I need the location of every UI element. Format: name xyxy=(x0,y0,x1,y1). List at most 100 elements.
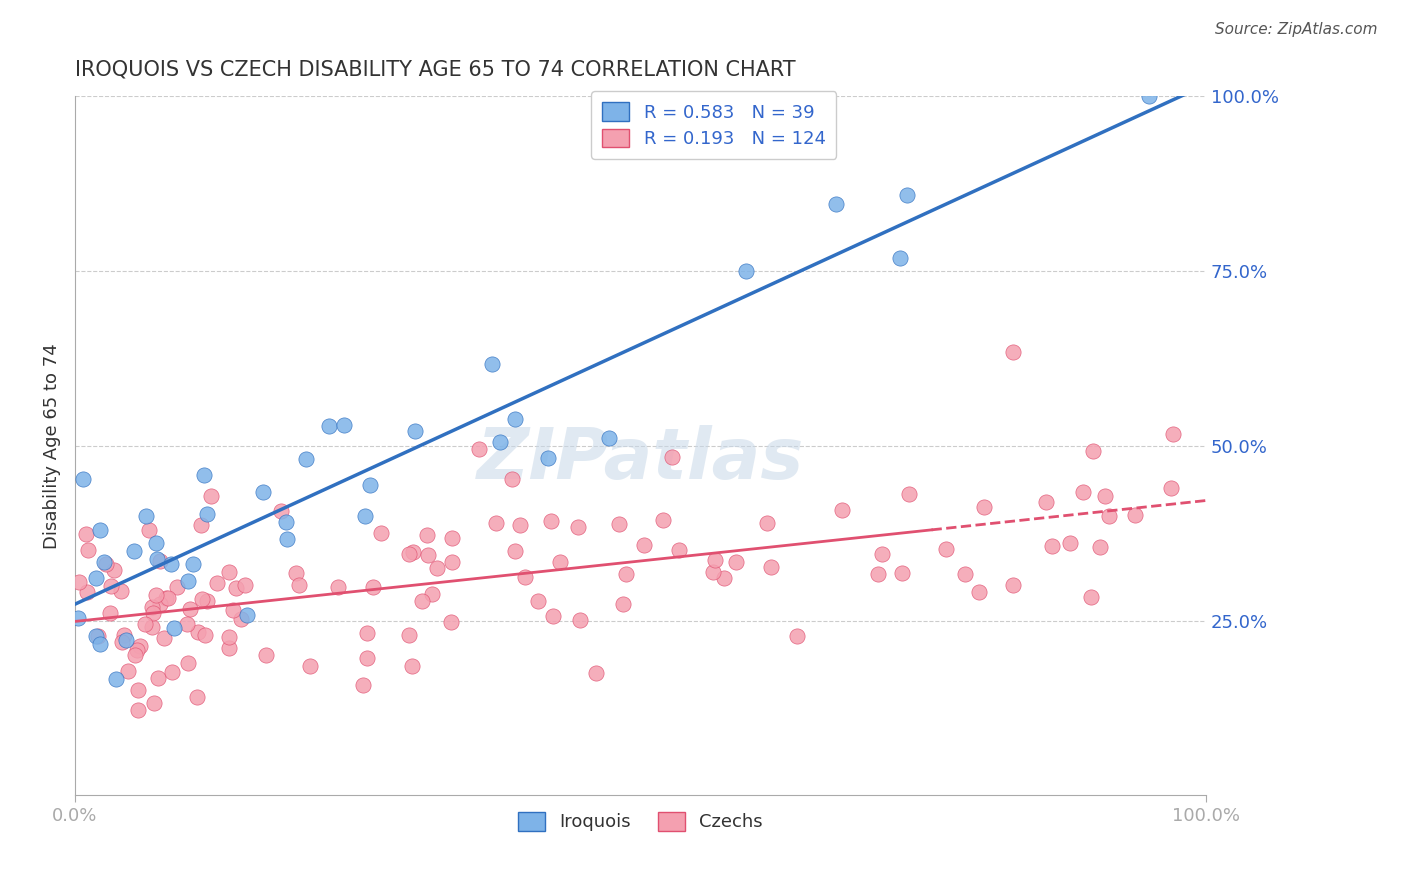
Point xyxy=(103,563,125,577)
Point xyxy=(1125,508,1147,523)
Point xyxy=(135,508,157,523)
Point xyxy=(891,566,914,580)
Point xyxy=(569,613,592,627)
Point xyxy=(1160,481,1182,495)
Point xyxy=(831,503,853,517)
Point xyxy=(969,585,991,599)
Point xyxy=(114,632,136,647)
Point xyxy=(1098,509,1121,524)
Point xyxy=(540,514,562,528)
Point xyxy=(222,603,245,617)
Point xyxy=(194,627,217,641)
Point xyxy=(702,566,724,580)
Y-axis label: Disability Age 65 to 74: Disability Age 65 to 74 xyxy=(44,343,60,549)
Point xyxy=(89,523,111,537)
Point xyxy=(411,594,433,608)
Point xyxy=(1059,536,1081,550)
Point xyxy=(143,696,166,710)
Point xyxy=(652,513,675,527)
Point xyxy=(898,486,921,500)
Point xyxy=(160,665,183,680)
Point xyxy=(661,450,683,464)
Point xyxy=(567,520,589,534)
Point xyxy=(157,591,180,606)
Point xyxy=(193,467,215,482)
Point xyxy=(181,558,204,572)
Point xyxy=(295,451,318,466)
Text: ZIPatlas: ZIPatlas xyxy=(477,425,804,494)
Point xyxy=(870,547,893,561)
Point xyxy=(370,525,392,540)
Point xyxy=(416,549,439,563)
Point xyxy=(187,624,209,639)
Point xyxy=(218,640,240,655)
Point xyxy=(218,566,240,580)
Point xyxy=(485,516,508,530)
Point xyxy=(973,500,995,515)
Point xyxy=(276,532,298,546)
Point xyxy=(252,485,274,500)
Point xyxy=(84,629,107,643)
Point xyxy=(607,516,630,531)
Point xyxy=(1071,485,1094,500)
Point xyxy=(299,659,322,673)
Point xyxy=(935,542,957,557)
Point xyxy=(200,489,222,503)
Point xyxy=(142,606,165,620)
Point xyxy=(633,538,655,552)
Point xyxy=(94,558,117,572)
Point xyxy=(704,553,727,567)
Point xyxy=(503,544,526,558)
Point xyxy=(111,634,134,648)
Point xyxy=(402,545,425,559)
Point xyxy=(1088,541,1111,555)
Point xyxy=(229,612,252,626)
Point xyxy=(356,651,378,665)
Point xyxy=(404,424,426,438)
Point xyxy=(190,518,212,533)
Point xyxy=(503,412,526,426)
Point xyxy=(318,418,340,433)
Point xyxy=(270,503,292,517)
Point xyxy=(145,552,167,566)
Point xyxy=(160,557,183,571)
Point xyxy=(72,472,94,486)
Point xyxy=(179,602,201,616)
Point xyxy=(734,264,756,278)
Point xyxy=(359,477,381,491)
Point xyxy=(756,516,779,530)
Point xyxy=(441,555,464,569)
Point xyxy=(125,642,148,657)
Point xyxy=(191,591,214,606)
Point xyxy=(98,606,121,620)
Point xyxy=(866,567,889,582)
Point xyxy=(1001,577,1024,591)
Point xyxy=(468,442,491,456)
Point xyxy=(76,584,98,599)
Point xyxy=(1161,426,1184,441)
Point xyxy=(112,628,135,642)
Point xyxy=(598,431,620,445)
Point xyxy=(955,567,977,582)
Point xyxy=(326,580,349,594)
Point xyxy=(152,631,174,645)
Point xyxy=(440,531,463,545)
Point xyxy=(1081,444,1104,458)
Point xyxy=(127,703,149,717)
Point xyxy=(186,690,208,705)
Point xyxy=(225,581,247,595)
Point xyxy=(713,571,735,585)
Point xyxy=(100,579,122,593)
Point xyxy=(66,611,89,625)
Point xyxy=(353,678,375,692)
Point xyxy=(426,561,449,575)
Point xyxy=(285,566,308,580)
Point xyxy=(401,658,423,673)
Point xyxy=(105,672,128,686)
Point xyxy=(163,622,186,636)
Point xyxy=(527,594,550,608)
Point xyxy=(420,587,443,601)
Point xyxy=(416,528,439,542)
Point xyxy=(287,578,309,592)
Point xyxy=(124,648,146,663)
